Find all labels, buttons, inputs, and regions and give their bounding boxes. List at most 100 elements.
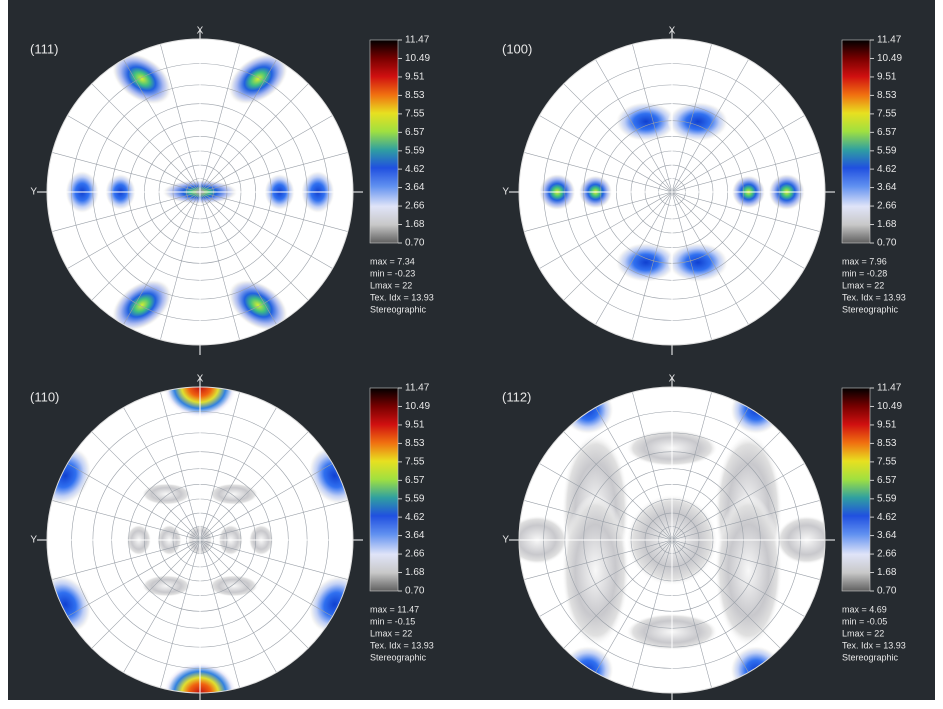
y-axis-label: Y	[502, 187, 509, 198]
x-axis-label: X	[197, 26, 204, 37]
stat-text: Lmax = 22	[370, 280, 412, 290]
stat-text: min = -0.15	[370, 616, 415, 626]
colorbar-label: 7.55	[405, 457, 425, 468]
colorbar-label: 8.53	[405, 438, 425, 449]
colorbar-label: 2.66	[405, 549, 425, 560]
projection-rim	[46, 38, 354, 346]
density-blob	[615, 101, 677, 142]
stat-text: min = -0.23	[370, 268, 415, 278]
stat-text: max = 11.47	[370, 604, 419, 614]
colorbar-label: 5.59	[877, 493, 897, 504]
colorbar-label: 2.66	[405, 201, 425, 212]
projection-name: Stereographic	[370, 652, 427, 662]
colorbar-label: 6.57	[405, 127, 425, 138]
stat-text: max = 7.34	[370, 256, 415, 266]
colorbar-label: 6.57	[405, 475, 425, 486]
colorbar	[369, 39, 399, 244]
y-axis-label: Y	[30, 187, 37, 198]
colorbar-label: 10.49	[877, 53, 902, 64]
projection-rim	[518, 38, 826, 346]
density-blob	[209, 575, 259, 597]
stat-text: min = -0.28	[842, 268, 887, 278]
colorbar-label: 3.64	[405, 182, 425, 193]
stat-text: min = -0.05	[842, 616, 887, 626]
colorbar-label: 9.51	[405, 420, 425, 431]
colorbar-label: 7.55	[877, 109, 897, 120]
colorbar-label: 5.59	[877, 145, 897, 156]
colorbar-label: 8.53	[405, 90, 425, 101]
colorbar-label: 10.49	[877, 401, 902, 412]
colorbar-label: 2.66	[877, 201, 897, 212]
colorbar-label: 1.68	[405, 567, 425, 578]
stat-text: max = 7.96	[842, 256, 887, 266]
colorbar	[841, 39, 871, 244]
projection-name: Stereographic	[842, 652, 899, 662]
colorbar-label: 2.66	[877, 549, 897, 560]
density-blob	[667, 242, 729, 283]
density-blob	[141, 483, 191, 505]
colorbar-label: 8.53	[877, 438, 897, 449]
pole-figure: (111) X Y 11.47 10.49 9.51 8.53 7.55 6.57 5.59 4.6…	[30, 26, 434, 355]
colorbar-label: 1.68	[405, 219, 425, 230]
colorbar-label: 6.57	[877, 475, 897, 486]
panel-title: (111)	[30, 41, 58, 56]
panel-title: (110)	[30, 389, 59, 404]
pole-figure: (100) X Y 11.47 10.49 9.51 8.53 7.55 6.57 5.59 4.6…	[502, 26, 906, 355]
panel-title: (100)	[502, 41, 532, 56]
stat-text: Tex. Idx = 13.93	[842, 640, 906, 650]
colorbar-label: 9.51	[405, 72, 425, 83]
panel-title: (112)	[502, 389, 531, 404]
colorbar-label: 0.70	[405, 238, 425, 249]
colorbar-label: 11.47	[405, 383, 430, 394]
colorbar-label: 9.51	[877, 72, 897, 83]
x-axis-label: X	[669, 26, 676, 37]
colorbar	[841, 387, 871, 592]
colorbar-label: 3.64	[877, 182, 897, 193]
stat-text: max = 4.69	[842, 604, 887, 614]
colorbar-label: 6.57	[877, 127, 897, 138]
colorbar-label: 11.47	[877, 383, 902, 394]
stat-text: Tex. Idx = 13.93	[370, 640, 434, 650]
colorbar-label: 0.70	[405, 586, 425, 597]
stat-text: Lmax = 22	[370, 628, 412, 638]
density-blob	[163, 387, 237, 418]
stat-text: Tex. Idx = 13.93	[842, 292, 906, 302]
colorbar-label: 11.47	[877, 35, 902, 46]
pole-figure: (112) X Y 11.47 10.49 9.51 8.53 7.55 6.57 5.59 4.6…	[502, 374, 906, 703]
stat-text: Tex. Idx = 13.93	[370, 292, 434, 302]
density-blob	[209, 483, 259, 505]
x-axis-label: X	[669, 374, 676, 385]
colorbar	[369, 387, 399, 592]
colorbar-label: 4.62	[877, 164, 897, 175]
projection-name: Stereographic	[370, 304, 427, 314]
y-axis-label: Y	[502, 535, 509, 546]
x-axis-label: X	[197, 374, 204, 385]
density-blob	[163, 662, 237, 693]
density-blob	[141, 575, 191, 597]
colorbar-label: 7.55	[877, 457, 897, 468]
colorbar-label: 1.68	[877, 219, 897, 230]
y-axis-label: Y	[30, 535, 37, 546]
colorbar-label: 4.62	[877, 512, 897, 523]
colorbar-label: 0.70	[877, 586, 897, 597]
projection-rim	[46, 386, 354, 694]
colorbar-label: 1.68	[877, 567, 897, 578]
colorbar-label: 5.59	[405, 493, 425, 504]
colorbar-label: 9.51	[877, 420, 897, 431]
colorbar-label: 0.70	[877, 238, 897, 249]
colorbar-label: 8.53	[877, 90, 897, 101]
density-blob	[615, 242, 677, 283]
colorbar-label: 4.62	[405, 512, 425, 523]
projection-name: Stereographic	[842, 304, 899, 314]
colorbar-label: 4.62	[405, 164, 425, 175]
density-blob	[667, 101, 729, 142]
colorbar-label: 7.55	[405, 109, 425, 120]
colorbar-label: 3.64	[877, 530, 897, 541]
colorbar-label: 11.47	[405, 35, 430, 46]
projection-rim	[518, 386, 826, 694]
stat-text: Lmax = 22	[842, 280, 884, 290]
colorbar-label: 10.49	[405, 401, 430, 412]
density-blob	[561, 494, 630, 648]
colorbar-label: 3.64	[405, 530, 425, 541]
